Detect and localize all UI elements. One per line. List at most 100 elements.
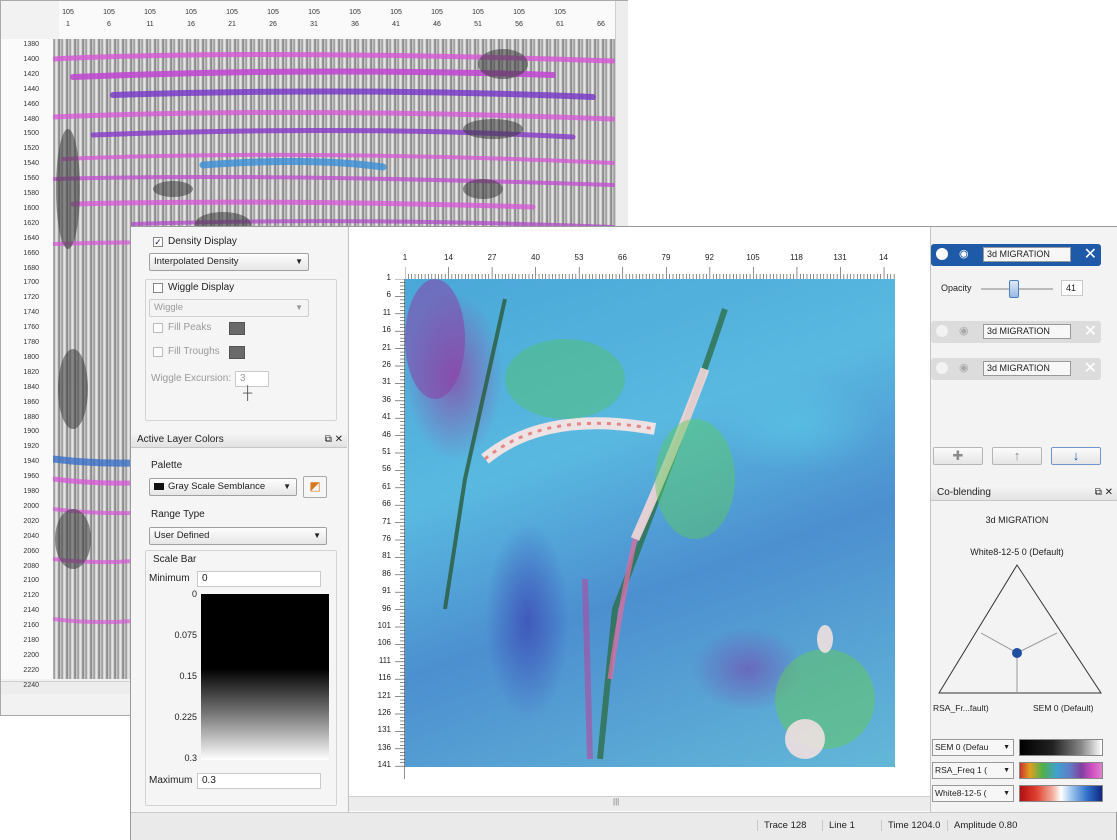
back-y-tick-label: 1660 bbox=[23, 249, 39, 257]
density-mode-dropdown[interactable]: Interpolated Density ▼ bbox=[149, 253, 309, 271]
eye-icon[interactable]: ◉ bbox=[959, 325, 969, 337]
edit-palette-icon[interactable]: ◩ bbox=[303, 476, 327, 498]
back-y-tick-label: 1460 bbox=[23, 100, 39, 108]
back-x-tick-label: 105 bbox=[431, 9, 443, 16]
coblending-triangle[interactable] bbox=[931, 561, 1117, 701]
back-x-tick-label: 105 bbox=[554, 9, 566, 16]
left-vertex-label: RSA_Fr...fault) bbox=[933, 703, 989, 713]
minimum-input[interactable]: 0 bbox=[197, 571, 321, 587]
wiggle-display-checkbox[interactable] bbox=[153, 283, 163, 293]
chevron-down-icon: ▼ bbox=[1003, 744, 1010, 751]
channel-select[interactable]: RSA_Freq 1 ( ▼ bbox=[932, 762, 1014, 779]
back-y-tick-label: 1760 bbox=[23, 324, 39, 332]
attribute-features bbox=[405, 279, 875, 760]
back-y-tick-label: 1900 bbox=[23, 428, 39, 436]
layer-row-active[interactable]: ◉ 3d MIGRATION ✕ bbox=[931, 244, 1101, 266]
back-y-tick-label: 1740 bbox=[23, 309, 39, 317]
scale-bar-group bbox=[145, 550, 337, 806]
diverging-colorbar bbox=[1019, 785, 1103, 802]
y-tick-label: 71 bbox=[382, 516, 391, 526]
wiggle-excursion-label: Wiggle Excursion: bbox=[151, 373, 232, 384]
chevron-down-icon: ▼ bbox=[283, 482, 291, 491]
fill-troughs-checkbox[interactable] bbox=[153, 347, 163, 357]
opacity-slider-handle[interactable] bbox=[1009, 280, 1019, 298]
y-tick-label: 106 bbox=[377, 638, 391, 648]
scale-tick-label: 0.075 bbox=[174, 630, 197, 640]
layer-row[interactable]: ◉ 3d MIGRATION ✕ bbox=[931, 358, 1101, 380]
channel-select[interactable]: SEM 0 (Defau ▼ bbox=[932, 739, 1014, 756]
back-x-tick-label: 56 bbox=[515, 21, 523, 28]
fill-peaks-color-swatch[interactable] bbox=[229, 322, 245, 335]
back-x-tick-label: 105 bbox=[62, 9, 74, 16]
maximum-input[interactable]: 0.3 bbox=[197, 773, 321, 789]
y-tick-label: 76 bbox=[382, 534, 391, 543]
coblending-header: Co-blending ⧉ ✕ bbox=[931, 485, 1117, 501]
eye-icon[interactable]: ◉ bbox=[959, 248, 969, 260]
palette-dropdown[interactable]: Gray Scale Semblance ▼ bbox=[149, 478, 297, 496]
close-icon[interactable]: ✕ bbox=[1083, 246, 1097, 263]
layer-row[interactable]: ◉ 3d MIGRATION ✕ bbox=[931, 321, 1101, 343]
back-y-tick-label: 1500 bbox=[23, 130, 39, 138]
grayscale-colorbar bbox=[1019, 739, 1103, 756]
back-y-tick-label: 1840 bbox=[23, 383, 39, 391]
back-y-tick-label: 2020 bbox=[23, 517, 39, 525]
density-display-checkbox[interactable]: ✓ bbox=[153, 237, 163, 247]
viewer-horizontal-scrollbar[interactable]: ||| bbox=[349, 796, 931, 811]
move-up-button[interactable]: ↑ bbox=[992, 447, 1042, 465]
wiggle-mode-dropdown[interactable]: Wiggle ▼ bbox=[149, 299, 309, 317]
x-tick-label: 53 bbox=[574, 253, 584, 262]
x-tick-label: 27 bbox=[487, 253, 497, 262]
panel-dock-close-icons[interactable]: ⧉ ✕ bbox=[1094, 487, 1113, 498]
x-tick-label: 131 bbox=[833, 253, 847, 262]
layer-select[interactable]: 3d MIGRATION bbox=[983, 324, 1071, 339]
y-tick-label: 91 bbox=[382, 586, 391, 596]
back-y-tick-label: 2060 bbox=[23, 547, 39, 555]
wiggle-mode-value: Wiggle bbox=[154, 302, 184, 313]
channel-label: SEM 0 (Defau bbox=[935, 742, 989, 752]
scale-bar-label: Scale Bar bbox=[153, 554, 197, 565]
back-y-tick-label: 1580 bbox=[23, 190, 39, 197]
back-y-tick-label: 1600 bbox=[23, 204, 39, 212]
opacity-input[interactable]: 41 bbox=[1061, 280, 1083, 296]
layer-toggle-icon[interactable] bbox=[936, 325, 948, 337]
status-amplitude: Amplitude 0.80 bbox=[947, 820, 1017, 831]
back-x-tick-label: 105 bbox=[472, 9, 484, 16]
wiggle-excursion-spinbox[interactable]: 3 bbox=[235, 371, 269, 387]
x-tick-label: 118 bbox=[790, 253, 803, 262]
status-bar: Trace 128 Line 1 Time 1204.0 Amplitude 0… bbox=[131, 812, 1116, 840]
back-y-tick-label: 2100 bbox=[23, 577, 39, 585]
layer-toggle-icon[interactable] bbox=[936, 362, 948, 374]
channel-select[interactable]: White8-12-5 ( ▼ bbox=[932, 785, 1014, 802]
palette-preview-icon bbox=[154, 483, 164, 490]
y-tick-label: 51 bbox=[382, 447, 391, 456]
x-ruler-ticks bbox=[405, 267, 895, 279]
back-y-tick-label: 1400 bbox=[23, 55, 39, 63]
back-y-tick-label: 2180 bbox=[23, 637, 39, 644]
back-y-tick-label: 2140 bbox=[23, 607, 39, 615]
scale-tick-label: 0.225 bbox=[174, 712, 197, 722]
back-y-tick-label: 1940 bbox=[23, 458, 39, 466]
eye-icon[interactable]: ◉ bbox=[959, 362, 969, 374]
mouse-cursor-icon: ┼ bbox=[243, 385, 253, 400]
add-layer-button[interactable]: ✚ bbox=[933, 447, 983, 465]
layer-toggle-icon[interactable] bbox=[936, 248, 948, 260]
back-y-tick-label: 2000 bbox=[23, 502, 39, 510]
map-viewer: 1 14 27 40 53 66 79 92 105 118 131 14 1 6 11 16 21 26 31 3… bbox=[348, 227, 931, 812]
range-type-label: Range Type bbox=[151, 509, 205, 520]
back-y-tick-label: 1480 bbox=[23, 115, 39, 123]
fill-peaks-checkbox[interactable] bbox=[153, 323, 163, 333]
fill-troughs-color-swatch[interactable] bbox=[229, 346, 245, 359]
move-down-button[interactable]: ↓ bbox=[1051, 447, 1101, 465]
x-tick-label: 105 bbox=[746, 253, 760, 262]
layer-select[interactable]: 3d MIGRATION bbox=[983, 247, 1071, 262]
close-icon[interactable]: ✕ bbox=[1083, 323, 1097, 340]
close-icon[interactable]: ✕ bbox=[1083, 360, 1097, 377]
attribute-map[interactable] bbox=[405, 279, 895, 767]
panel-dock-close-icons[interactable]: ⧉ ✕ bbox=[324, 434, 343, 445]
back-y-tick-label: 1980 bbox=[23, 488, 39, 495]
y-tick-label: 141 bbox=[377, 760, 391, 770]
layer-select[interactable]: 3d MIGRATION bbox=[983, 361, 1071, 376]
x-tick-label: 14 bbox=[444, 253, 453, 262]
range-type-dropdown[interactable]: User Defined ▼ bbox=[149, 527, 327, 545]
colors-panel-title: Active Layer Colors bbox=[137, 434, 224, 445]
